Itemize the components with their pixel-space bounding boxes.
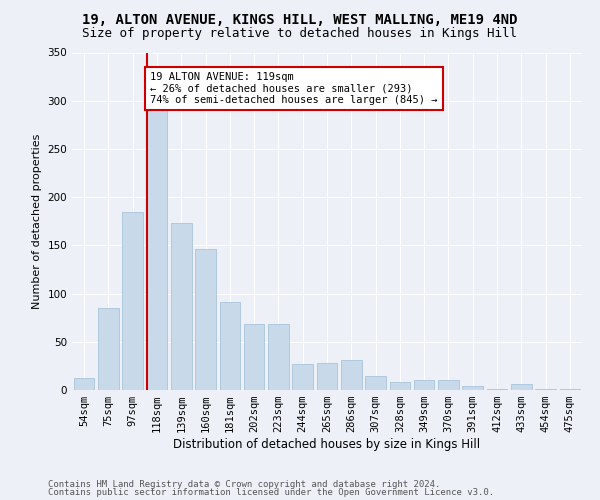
Bar	[122, 212, 143, 390]
Text: 19, ALTON AVENUE, KINGS HILL, WEST MALLING, ME19 4ND: 19, ALTON AVENUE, KINGS HILL, WEST MALLI…	[82, 12, 518, 26]
Bar	[511, 384, 532, 390]
Bar	[389, 382, 410, 390]
Y-axis label: Number of detached properties: Number of detached properties	[32, 134, 42, 309]
Text: Size of property relative to detached houses in Kings Hill: Size of property relative to detached ho…	[83, 28, 517, 40]
Text: Contains public sector information licensed under the Open Government Licence v3: Contains public sector information licen…	[48, 488, 494, 497]
Text: Contains HM Land Registry data © Crown copyright and database right 2024.: Contains HM Land Registry data © Crown c…	[48, 480, 440, 489]
Bar	[560, 389, 580, 390]
Bar	[171, 223, 191, 390]
Bar	[438, 380, 459, 390]
Bar	[292, 364, 313, 390]
Bar	[195, 249, 216, 390]
Text: 19 ALTON AVENUE: 119sqm
← 26% of detached houses are smaller (293)
74% of semi-d: 19 ALTON AVENUE: 119sqm ← 26% of detache…	[151, 72, 438, 105]
Bar	[146, 110, 167, 390]
Bar	[414, 380, 434, 390]
X-axis label: Distribution of detached houses by size in Kings Hill: Distribution of detached houses by size …	[173, 438, 481, 451]
Bar	[268, 324, 289, 390]
Bar	[341, 360, 362, 390]
Bar	[365, 376, 386, 390]
Bar	[98, 308, 119, 390]
Bar	[74, 378, 94, 390]
Bar	[244, 324, 265, 390]
Bar	[535, 389, 556, 390]
Bar	[317, 363, 337, 390]
Bar	[220, 302, 240, 390]
Bar	[463, 386, 483, 390]
Bar	[487, 389, 508, 390]
